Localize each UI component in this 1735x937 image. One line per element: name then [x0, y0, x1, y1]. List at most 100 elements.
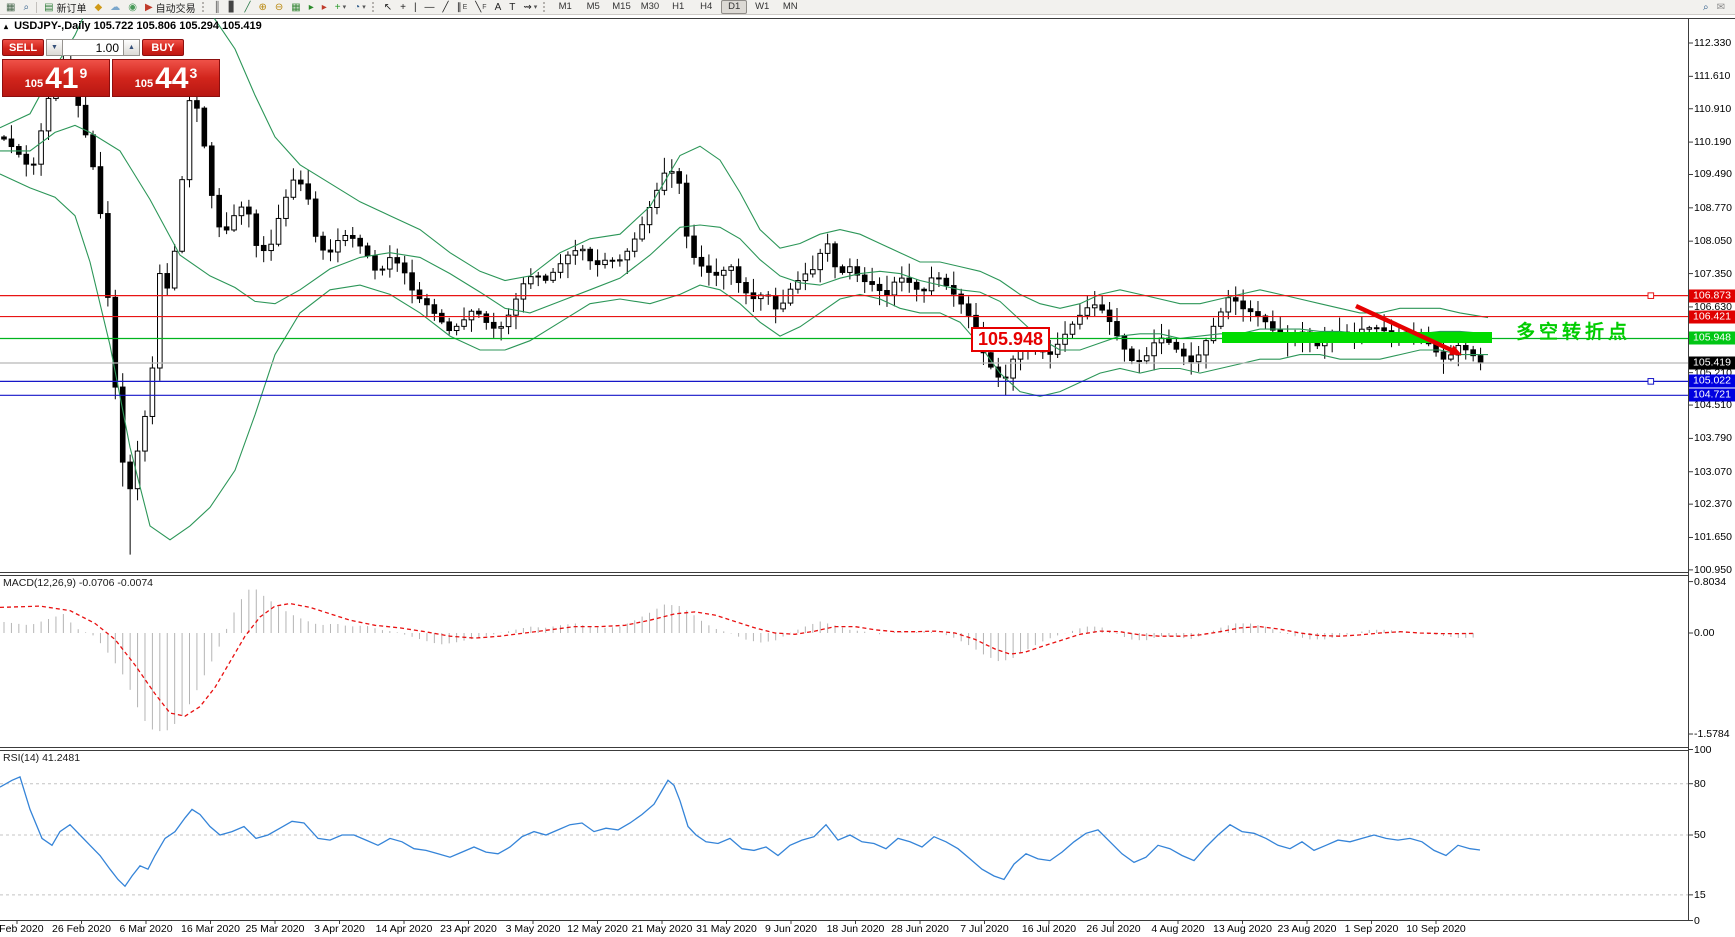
- buy-price-button[interactable]: 105 44 3: [112, 59, 220, 97]
- label-icon[interactable]: T: [509, 1, 516, 13]
- volume-decrease-button[interactable]: ▼: [46, 39, 63, 56]
- price-tick-110.190: 110.190: [1694, 136, 1732, 149]
- date-tick-label: 9 Jun 2020: [765, 923, 817, 935]
- date-tick-label: 14 Apr 2020: [375, 923, 433, 935]
- candles-group: [1, 47, 1484, 555]
- date-tick-label: 4 Aug 2020: [1151, 923, 1205, 935]
- bollinger-bands: [0, 18, 1489, 541]
- tile-windows-icon[interactable]: ▦: [291, 1, 301, 13]
- price-tick-103.070: 103.070: [1694, 465, 1732, 478]
- price-tick-108.770: 108.770: [1694, 201, 1732, 214]
- sell-button[interactable]: SELL: [2, 39, 44, 56]
- cursor-icon[interactable]: ↖: [383, 1, 393, 13]
- date-tick-label: 26 Jul 2020: [1086, 923, 1141, 935]
- date-tick-label: 26 Feb 2020: [52, 923, 111, 935]
- timeframe-button-m30[interactable]: M30: [640, 1, 660, 12]
- auto-scroll-icon[interactable]: ▸: [308, 1, 314, 13]
- chart-window-icon[interactable]: ▦: [6, 1, 16, 13]
- trend-arrow-head: [1449, 345, 1462, 355]
- price-tick-104.510: 104.510: [1694, 399, 1732, 412]
- date-tick-label: 28 Jun 2020: [891, 923, 949, 935]
- date-tick-label: 21 May 2020: [631, 923, 693, 935]
- date-tick-label: 1 Sep 2020: [1344, 923, 1399, 935]
- timeframe-button-m15[interactable]: M15: [612, 1, 631, 12]
- toolbar-separator: [36, 1, 38, 13]
- trendline-icon[interactable]: ╱: [442, 1, 449, 13]
- new-order-icon[interactable]: ▤ 新订单: [44, 1, 87, 15]
- main-toolbar: ▦ ⌕ ▤ 新订单 ◆ ☁ ◉ ▶ 自动交易 ║ ▋ ╱ ⊕ ⊖ ▦ ▸ ▸ + ▾ ◔ ▾ ↖ + | — ╱ ∥ E ╲ F A T ⇝ ▾ M…: [0, 0, 1735, 15]
- date-tick-label: 18 Jun 2020: [826, 923, 885, 935]
- timeframe-button-h4[interactable]: H4: [700, 1, 713, 12]
- periods-icon[interactable]: ◔ ▾: [354, 1, 366, 13]
- buy-button[interactable]: BUY: [142, 39, 184, 56]
- timeframe-button-mn[interactable]: MN: [782, 1, 798, 12]
- timeframe-button-w1[interactable]: W1: [755, 1, 770, 12]
- price-badge-106.873: 106.873: [1689, 289, 1735, 303]
- hline-icon[interactable]: —: [424, 1, 435, 13]
- price-tick-109.490: 109.490: [1694, 168, 1732, 181]
- zoom-in-icon[interactable]: ⊕: [258, 1, 267, 13]
- buy-price-pip: 3: [189, 65, 198, 81]
- price-badge-106.421: 106.421: [1689, 310, 1735, 324]
- zoom-out-icon[interactable]: ⊖: [274, 1, 284, 13]
- rsi-indicator: [0, 776, 1688, 896]
- price-level-callout[interactable]: 105.948: [971, 327, 1050, 352]
- symbol-period-label: USDJPY-,Daily: [14, 20, 91, 32]
- turning-point-highlight-bar[interactable]: [1222, 332, 1492, 343]
- price-tick-111.610: 111.610: [1694, 70, 1731, 83]
- timeframe-button-m5[interactable]: M5: [586, 1, 600, 12]
- search-icon[interactable]: ⌕: [1703, 1, 1709, 13]
- timeframe-button-h1[interactable]: H1: [672, 1, 685, 12]
- volume-input[interactable]: 1.00: [63, 39, 123, 56]
- autotrading-icon[interactable]: ▶ 自动交易: [144, 1, 196, 15]
- buy-price-main: 44: [155, 62, 189, 95]
- toolbar-grip: [201, 2, 208, 12]
- rsi-scale-50: 50: [1694, 829, 1706, 841]
- price-tick-107.350: 107.350: [1694, 267, 1732, 280]
- text-icon[interactable]: A: [494, 1, 502, 13]
- date-tick-label: 12 May 2020: [567, 923, 628, 935]
- profile-icon[interactable]: ☁: [110, 1, 121, 13]
- buy-price-prefix: 105: [134, 78, 154, 90]
- hline-handle[interactable]: [1647, 292, 1655, 299]
- rsi-scale-100: 100: [1694, 743, 1712, 756]
- price-badge-105.022: 105.022: [1689, 374, 1735, 388]
- timeframe-button-m1[interactable]: M1: [558, 1, 572, 12]
- rsi-label: RSI(14) 41.2481: [3, 752, 81, 764]
- channel-icon[interactable]: ∥ E: [456, 1, 468, 13]
- line-chart-icon[interactable]: ╱: [244, 1, 251, 13]
- community-icon[interactable]: ✉: [1716, 1, 1725, 13]
- date-tick-label: 7 Jul 2020: [960, 923, 1009, 935]
- arrows-icon[interactable]: ⇝ ▾: [523, 1, 538, 13]
- macd-scale-min: -1.5784: [1694, 728, 1730, 741]
- bar-chart-icon[interactable]: ║: [213, 1, 221, 13]
- price-tick-108.050: 108.050: [1694, 235, 1732, 248]
- fibonacci-icon[interactable]: ╲ F: [475, 1, 487, 13]
- crosshair-icon[interactable]: +: [400, 1, 406, 13]
- one-click-trading-panel: SELL ▼ 1.00 ▲ BUY 105 41 9 105 44 3: [2, 39, 220, 97]
- signals-icon[interactable]: ◉: [128, 1, 137, 13]
- deposit-icon[interactable]: ◆: [94, 1, 103, 13]
- date-tick-label: 7 Feb 2020: [0, 923, 44, 935]
- toolbar-grip: [371, 2, 378, 12]
- price-badge-104.721: 104.721: [1689, 388, 1735, 402]
- macd-indicator: [0, 589, 1476, 732]
- hline-handle[interactable]: [1647, 378, 1655, 385]
- date-tick-label: 31 May 2020: [696, 923, 757, 935]
- macd-scale-zero: 0.00: [1694, 627, 1715, 639]
- trend-arrow[interactable]: [1355, 303, 1456, 354]
- timeframe-button-d1[interactable]: D1: [721, 0, 748, 14]
- sell-price-button[interactable]: 105 41 9: [2, 59, 110, 97]
- macd-label: MACD(12,26,9) -0.0706 -0.0074: [3, 577, 153, 589]
- indicators-icon[interactable]: + ▾: [334, 1, 347, 13]
- price-tick-100.950: 100.950: [1694, 563, 1732, 576]
- market-watch-icon[interactable]: ⌕: [23, 1, 30, 13]
- oneclick-collapse-icon[interactable]: ▴: [4, 22, 9, 31]
- price-tick-103.790: 103.790: [1694, 432, 1732, 445]
- chart-shift-icon[interactable]: ▸: [321, 1, 327, 13]
- candlestick-icon[interactable]: ▋: [228, 1, 237, 13]
- turning-point-annotation[interactable]: 多空转折点: [1516, 322, 1632, 343]
- volume-increase-button[interactable]: ▲: [123, 39, 140, 56]
- vline-icon[interactable]: |: [413, 1, 417, 13]
